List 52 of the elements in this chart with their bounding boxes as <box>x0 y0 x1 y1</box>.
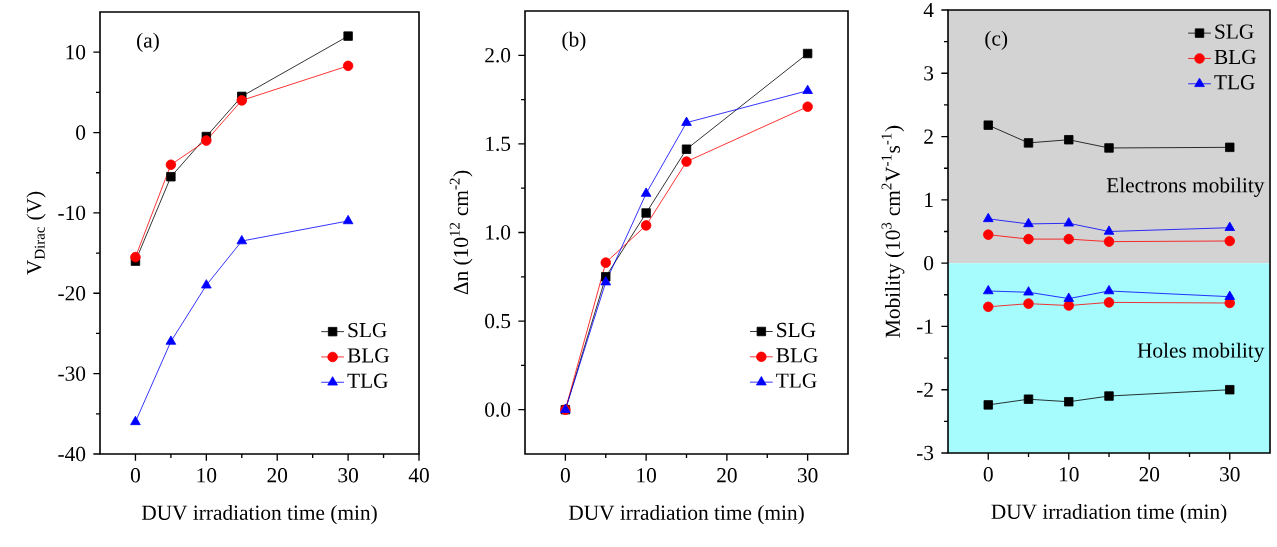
legend-label: SLG <box>1215 24 1254 39</box>
y-tick-label: 1.0 <box>486 225 511 240</box>
y-tick-label: 1.5 <box>486 136 511 152</box>
y-axis-title: Δn (10$^{12}$ cm$^{-2}$) <box>449 170 473 295</box>
x-tick-label: 20 <box>717 468 737 483</box>
y-tick-label: 4 <box>923 2 934 18</box>
y-tick-label: 10 <box>66 44 86 60</box>
legend-label: TLG <box>1214 75 1255 90</box>
x-tick-label: 10 <box>197 468 217 483</box>
y-tick-label: 0.0 <box>485 402 511 417</box>
y-tick-label: 0.5 <box>485 313 511 329</box>
legend-label: TLG <box>347 373 388 388</box>
y-tick-label: 3 <box>924 66 934 81</box>
x-axis-title: DUV irradiation time (min) <box>141 504 377 525</box>
y-tick-label: -10 <box>58 205 86 221</box>
x-tick-label: 20 <box>267 468 288 483</box>
legend-label: BLG <box>776 348 818 363</box>
x-tick-label: 30 <box>338 468 358 483</box>
y-tick-label: 0 <box>924 255 934 271</box>
legend-label: BLG <box>1214 49 1256 65</box>
text: Mobility (10$^{3}$ cm$^{2}$V$^{-1}$s$^{-1}$) <box>881 125 905 338</box>
annotation: (a) <box>137 32 159 52</box>
legend-label: SLG <box>777 322 816 338</box>
x-tick-label: 10 <box>637 468 656 483</box>
legend-label: BLG <box>347 348 390 363</box>
x-tick-label: 0 <box>983 467 993 482</box>
x-tick-label: 30 <box>797 468 818 483</box>
y-tick-label: 0 <box>76 125 86 140</box>
x-tick-label: 10 <box>1059 467 1079 482</box>
x-tick-label: 0 <box>560 468 570 483</box>
y-tick-label: 2.0 <box>485 48 511 63</box>
legend-label: SLG <box>348 322 387 338</box>
annotation: (c) <box>985 30 1008 51</box>
x-tick-label: 40 <box>408 468 429 483</box>
y-tick-label: -3 <box>916 445 934 461</box>
y-tick-label: -30 <box>58 366 86 381</box>
y-tick-label: 1 <box>925 192 933 207</box>
y-tick-label: -1 <box>916 319 933 334</box>
band-label: Holes mobility <box>1137 342 1265 363</box>
y-tick-label: -20 <box>58 286 86 301</box>
x-axis-title: DUV irradiation time (min) <box>991 503 1227 524</box>
x-tick-label: 0 <box>130 468 140 483</box>
x-tick-label: 30 <box>1220 467 1240 482</box>
legend-label: TLG <box>776 373 817 388</box>
x-tick-label: 20 <box>1139 467 1160 482</box>
y-tick-label: -40 <box>58 446 86 462</box>
annotation: (b) <box>562 31 586 52</box>
y-tick-label: 2 <box>924 129 933 144</box>
y-axis-title: V$_{Dirac}$ (V) <box>26 191 46 275</box>
y-tick-label: -2 <box>916 382 933 397</box>
x-axis-title: DUV irradiation time (min) <box>568 504 804 525</box>
band-label: Electrons mobility <box>1106 177 1265 197</box>
